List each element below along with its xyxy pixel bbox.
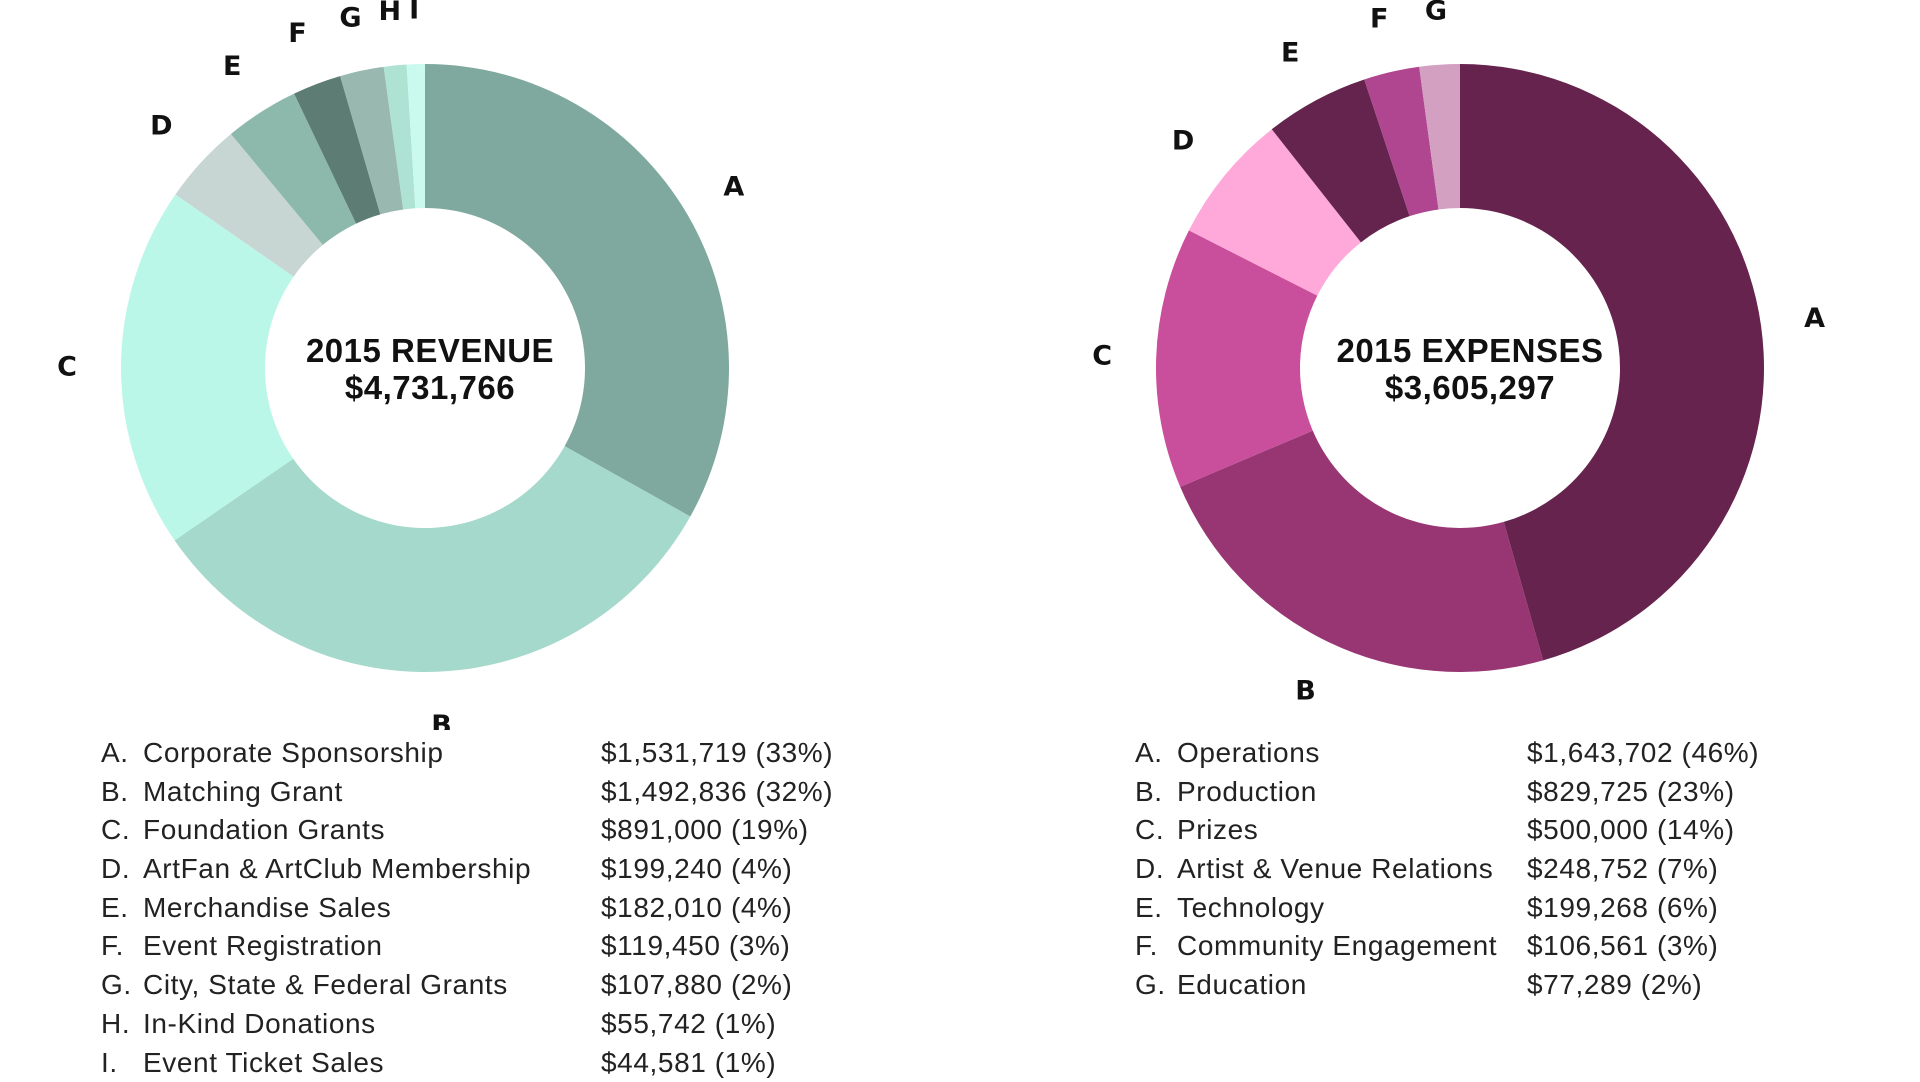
legend-value: $182,010 (4%) (601, 889, 792, 928)
legend-letter: D. (1135, 850, 1164, 889)
legend-letter: A. (1135, 734, 1163, 773)
legend-letter: B. (1135, 773, 1163, 812)
expenses-slice-label-c: C (1092, 340, 1112, 371)
legend-letter: G. (101, 966, 132, 1005)
legend-value: $1,531,719 (33%) (601, 734, 833, 773)
expenses-legend-row: C. Prizes $500,000 (14%) (1135, 811, 1895, 850)
revenue-slice-label-b: B (431, 710, 452, 730)
legend-value: $77,289 (2%) (1527, 966, 1702, 1005)
legend-label: Operations (1177, 734, 1320, 773)
revenue-slice-label-h: H (379, 0, 402, 27)
expenses-slice-label-d: D (1172, 126, 1194, 157)
legend-label: Foundation Grants (143, 811, 385, 850)
legend-letter: F. (1135, 927, 1158, 966)
revenue-slice-label-c: C (57, 352, 77, 383)
legend-letter: I. (101, 1044, 118, 1082)
expenses-slice-label-f: F (1370, 4, 1388, 35)
legend-label: Merchandise Sales (143, 889, 391, 928)
legend-letter: H. (101, 1005, 130, 1044)
expenses-slice-label-b: B (1295, 675, 1316, 706)
expenses-center-title: 2015 EXPENSES $3,605,297 (1320, 332, 1620, 406)
revenue-center-title: 2015 REVENUE $4,731,766 (290, 332, 570, 406)
revenue-legend-row: I. Event Ticket Sales $44,581 (1%) (101, 1044, 861, 1082)
expenses-legend-row: G. Education $77,289 (2%) (1135, 966, 1895, 1005)
expenses-total: $3,605,297 (1320, 369, 1620, 406)
legend-letter: C. (1135, 811, 1164, 850)
legend-label: ArtFan & ArtClub Membership (143, 850, 531, 889)
legend-value: $106,561 (3%) (1527, 927, 1718, 966)
revenue-legend-row: E. Merchandise Sales $182,010 (4%) (101, 889, 861, 928)
revenue-slice-a (425, 64, 729, 516)
expenses-legend-row: E. Technology $199,268 (6%) (1135, 889, 1895, 928)
legend-label: Artist & Venue Relations (1177, 850, 1493, 889)
revenue-legend-row: H. In-Kind Donations $55,742 (1%) (101, 1005, 861, 1044)
legend-value: $44,581 (1%) (601, 1044, 776, 1082)
legend-value: $1,643,702 (46%) (1527, 734, 1759, 773)
legend-value: $199,268 (6%) (1527, 889, 1718, 928)
legend-value: $248,752 (7%) (1527, 850, 1718, 889)
legend-label: Event Registration (143, 927, 383, 966)
legend-value: $55,742 (1%) (601, 1005, 776, 1044)
revenue-title: 2015 REVENUE (290, 332, 570, 369)
legend-label: Corporate Sponsorship (143, 734, 444, 773)
legend-value: $119,450 (3%) (601, 927, 790, 966)
expenses-slice-label-a: A (1804, 303, 1825, 334)
legend-label: Production (1177, 773, 1317, 812)
revenue-slice-label-e: E (223, 51, 241, 82)
expenses-legend-row: D. Artist & Venue Relations $248,752 (7%) (1135, 850, 1895, 889)
expenses-slice-label-e: E (1281, 37, 1299, 68)
revenue-legend-row: G. City, State & Federal Grants $107,880 (… (101, 966, 861, 1005)
legend-letter: E. (101, 889, 129, 928)
expenses-legend-row: F. Community Engagement $106,561 (3%) (1135, 927, 1895, 966)
expenses-slice-b (1180, 431, 1543, 672)
expenses-legend-row: A. Operations $1,643,702 (46%) (1135, 734, 1895, 773)
expenses-legend-row: B. Production $829,725 (23%) (1135, 773, 1895, 812)
legend-value: $199,240 (4%) (601, 850, 792, 889)
legend-letter: B. (101, 773, 129, 812)
revenue-slice-label-i: I (409, 0, 419, 26)
legend-label: In-Kind Donations (143, 1005, 376, 1044)
legend-label: Event Ticket Sales (143, 1044, 384, 1082)
expenses-legend: A. Operations $1,643,702 (46%) B. Production… (1135, 734, 1895, 1005)
legend-label: Prizes (1177, 811, 1258, 850)
revenue-slice-label-f: F (288, 18, 306, 49)
revenue-legend-row: F. Event Registration $119,450 (3%) (101, 927, 861, 966)
legend-letter: C. (101, 811, 130, 850)
legend-label: Technology (1177, 889, 1325, 928)
legend-label: City, State & Federal Grants (143, 966, 508, 1005)
legend-letter: E. (1135, 889, 1163, 928)
revenue-slice-label-d: D (150, 110, 172, 141)
legend-value: $107,880 (2%) (601, 966, 792, 1005)
legend-letter: A. (101, 734, 129, 773)
revenue-slice-label-g: G (339, 2, 361, 33)
revenue-slice-label-a: A (723, 171, 744, 202)
expenses-panel: A B C D E F G 2015 EXPENSES $3,605,297 A. Opera… (960, 0, 1920, 1080)
legend-value: $1,492,836 (32%) (601, 773, 833, 812)
legend-letter: D. (101, 850, 130, 889)
expenses-title: 2015 EXPENSES (1320, 332, 1620, 369)
legend-value: $829,725 (23%) (1527, 773, 1735, 812)
legend-letter: F. (101, 927, 124, 966)
legend-value: $500,000 (14%) (1527, 811, 1735, 850)
legend-label: Community Engagement (1177, 927, 1497, 966)
legend-letter: G. (1135, 966, 1166, 1005)
legend-value: $891,000 (19%) (601, 811, 809, 850)
revenue-total: $4,731,766 (290, 369, 570, 406)
revenue-legend-row: C. Foundation Grants $891,000 (19%) (101, 811, 861, 850)
legend-label: Matching Grant (143, 773, 343, 812)
revenue-legend-row: D. ArtFan & ArtClub Membership $199,240 (4… (101, 850, 861, 889)
expenses-slice-label-g: G (1425, 0, 1447, 26)
revenue-legend-row: A. Corporate Sponsorship $1,531,719 (33%) (101, 734, 861, 773)
revenue-legend-row: B. Matching Grant $1,492,836 (32%) (101, 773, 861, 812)
revenue-legend: A.Corporate Sponsorship$1,531,719 (33%)B… (101, 734, 861, 1082)
legend-label: Education (1177, 966, 1307, 1005)
